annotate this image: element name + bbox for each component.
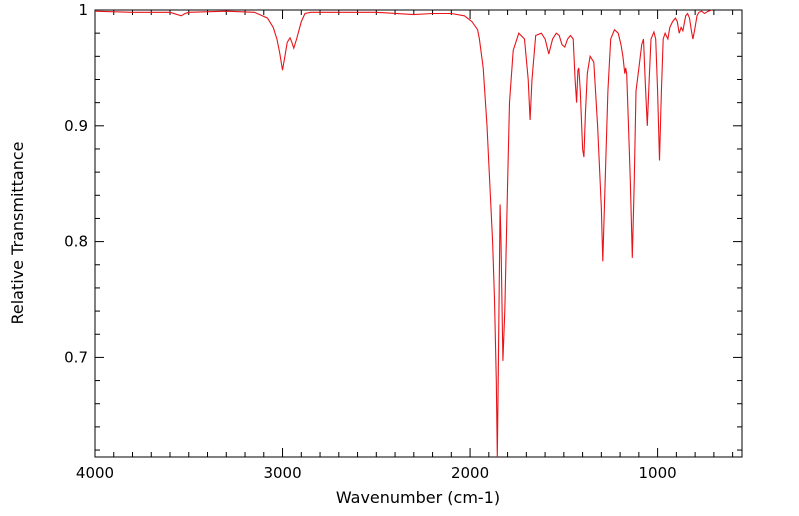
y-tick-label: 0.7 (64, 348, 88, 366)
axis-tick-labels: 4000 3000 2000 1000 0.7 0.8 0.9 1 (64, 1, 677, 482)
x-tick-label: 3000 (263, 464, 301, 482)
x-axis-title: Wavenumber (cm-1) (336, 488, 500, 507)
axis-ticks (94, 9, 742, 457)
plot-frame (94, 9, 743, 458)
x-tick-label: 4000 (76, 464, 114, 482)
y-tick-label: 1 (78, 1, 88, 19)
y-axis-title: Relative Transmittance (8, 141, 27, 324)
spectrum-line (94, 9, 713, 458)
y-tick-label: 0.9 (64, 117, 88, 135)
y-tick-label: 0.8 (64, 233, 88, 251)
x-tick-label: 1000 (639, 464, 677, 482)
x-tick-label: 2000 (451, 464, 489, 482)
